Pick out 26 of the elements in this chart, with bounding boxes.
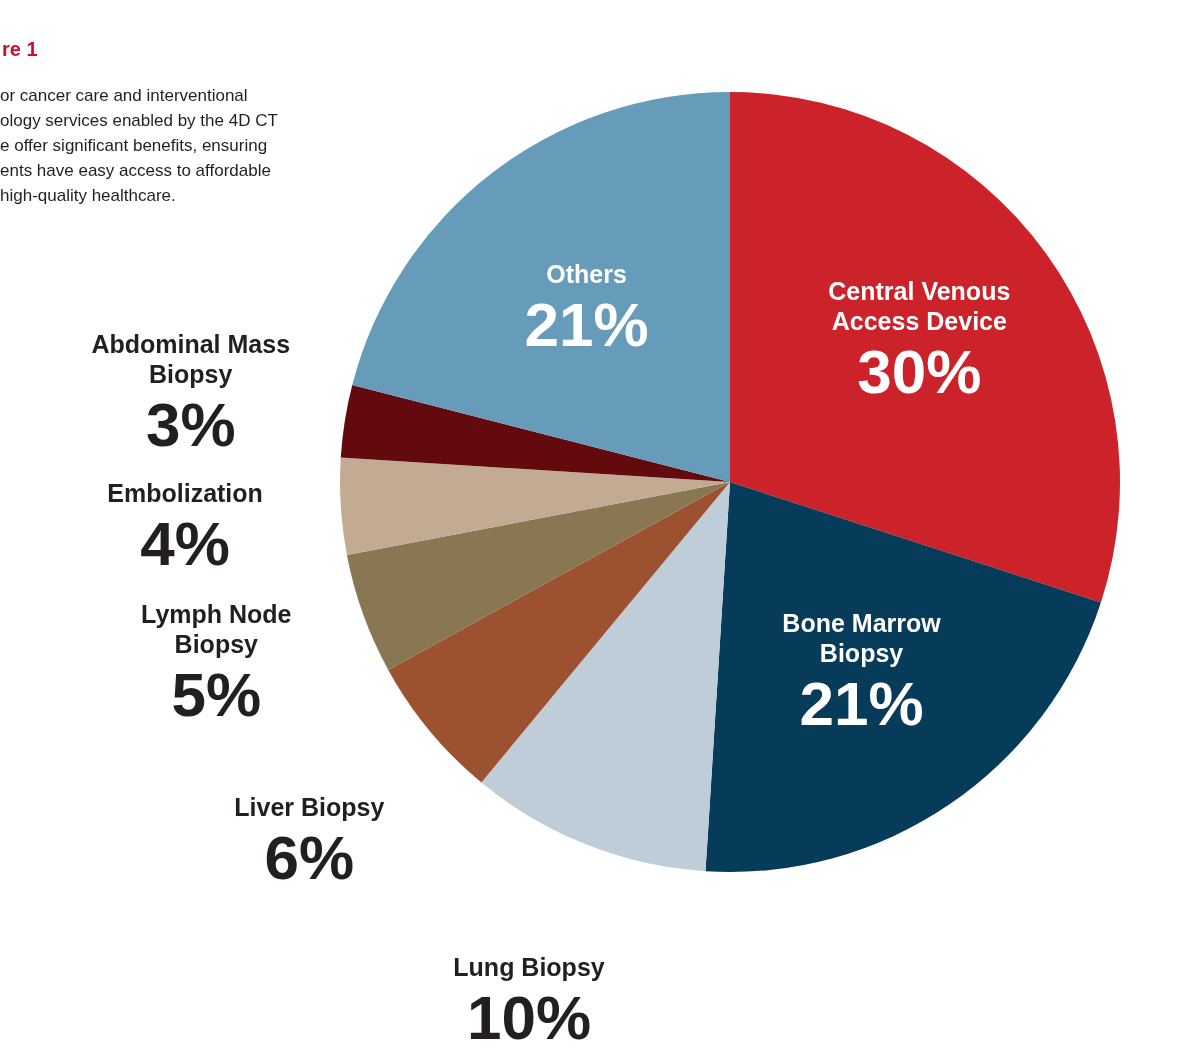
slice-label: Central Venous Access Device <box>828 277 1011 336</box>
pie-slice <box>481 482 730 872</box>
data-label: 3% <box>145 389 236 459</box>
pie-slice <box>340 457 730 556</box>
pie-slice <box>388 482 730 783</box>
pie-slice <box>346 482 730 670</box>
slice-label: Abdominal Mass Biopsy <box>91 329 291 388</box>
data-label: 10% <box>466 982 592 1052</box>
slice-label: Bone Marrow Biopsy <box>782 608 942 667</box>
data-label: 5% <box>171 659 262 729</box>
data-label: 21% <box>799 668 924 738</box>
data-label: 21% <box>524 290 649 360</box>
chart-title: re 1 <box>2 38 38 60</box>
data-label: 4% <box>140 509 230 579</box>
pie-slice <box>705 482 1101 872</box>
data-label: 6% <box>264 823 355 893</box>
pie-slice <box>352 92 730 482</box>
text: or cancer care and interventional ology services enabled by the 4D CT e offer significant benefits, ensuring ents have easy access to affordable high-quality healthcare. <box>0 86 278 205</box>
pie-slice <box>730 92 1120 603</box>
slice-label: Lymph Node Biopsy <box>141 599 292 658</box>
pie-slice <box>340 385 730 482</box>
data-label: 30% <box>857 337 982 407</box>
slice-label: Embolization <box>107 479 263 508</box>
slice-label: Liver Biopsy <box>234 793 385 822</box>
slice-label: Lung Biopsy <box>453 952 605 981</box>
slice-label: Others <box>546 260 627 289</box>
